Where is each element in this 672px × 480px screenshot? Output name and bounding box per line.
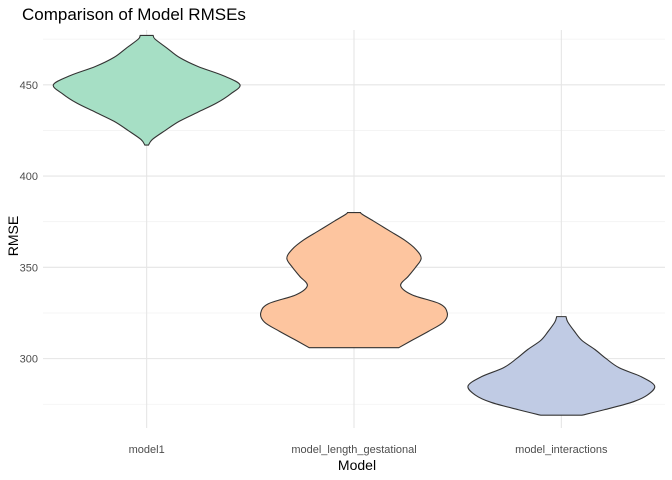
violin-model1: [52, 34, 241, 146]
chart-title: Comparison of Model RMSEs: [22, 5, 246, 24]
y-tick-label: 350: [20, 262, 38, 274]
violin-series: [52, 34, 656, 416]
x-tick-label: model_length_gestational: [291, 444, 416, 456]
y-tick-label: 400: [20, 171, 38, 183]
violin-model_interactions: [467, 316, 656, 416]
x-axis-tick-labels: model1 model_length_gestational model_inte…: [129, 444, 608, 456]
x-axis-title: Model: [338, 457, 376, 473]
y-axis-title: RMSE: [5, 216, 21, 256]
violin-model_length_gestational: [260, 212, 448, 349]
y-axis-tick-labels: 300 350 400 450: [20, 80, 38, 366]
x-tick-label: model_interactions: [515, 444, 608, 456]
y-tick-label: 450: [20, 80, 38, 92]
y-tick-label: 300: [20, 354, 38, 366]
x-tick-label: model1: [129, 444, 165, 456]
